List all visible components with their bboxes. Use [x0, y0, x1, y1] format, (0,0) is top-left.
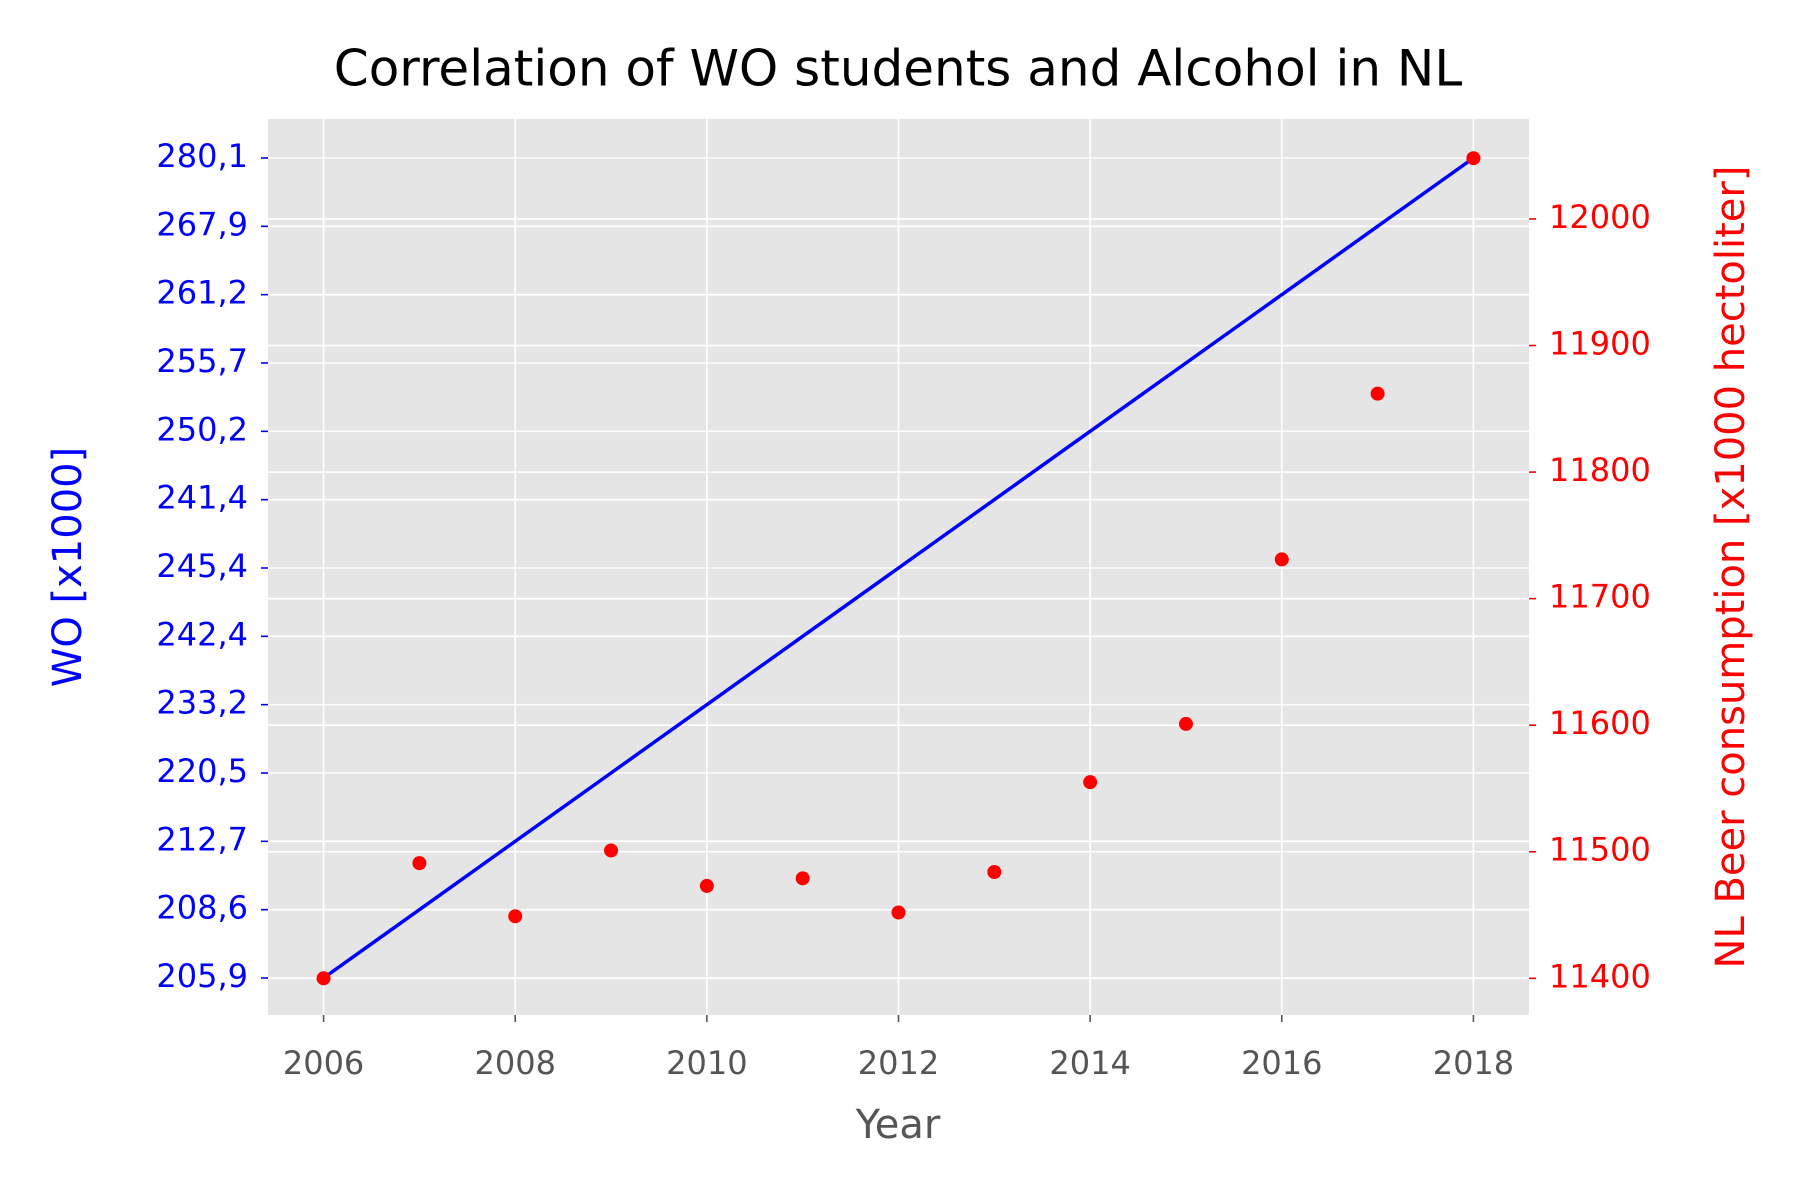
- data-point: [1370, 386, 1385, 401]
- data-point: [1178, 716, 1193, 731]
- y2-tick-label: 11600: [1549, 704, 1651, 742]
- y-tick-label: 241,4: [156, 479, 248, 517]
- y-tick-label: 280,1: [156, 137, 248, 175]
- x-tick-label: 2010: [666, 1044, 747, 1082]
- data-point: [316, 971, 331, 986]
- data-point: [699, 878, 714, 893]
- x-tick-label: 2006: [283, 1044, 364, 1082]
- data-point: [1274, 552, 1289, 567]
- y2-tick-label: 11700: [1549, 578, 1651, 616]
- y-axis-label: WO [x1000]: [45, 447, 91, 687]
- y-tick-label: 233,2: [156, 684, 248, 722]
- data-point: [1083, 775, 1098, 790]
- y-tick-label: 212,7: [156, 820, 248, 858]
- y-tick-label: 208,6: [156, 889, 248, 927]
- y-tick-label: 242,4: [156, 615, 248, 653]
- x-tick-label: 2008: [474, 1044, 555, 1082]
- data-point: [987, 864, 1002, 879]
- y2-tick-label: 11800: [1549, 451, 1651, 489]
- x-axis-label: Year: [855, 1102, 941, 1148]
- data-point: [1466, 151, 1481, 166]
- y2-tick-label: 11900: [1549, 325, 1651, 363]
- y-tick-label: 245,4: [156, 547, 248, 585]
- y-tick-label: 255,7: [156, 342, 248, 380]
- x-tick-label: 2014: [1049, 1044, 1130, 1082]
- chart-title: Correlation of WO students and Alcohol i…: [334, 40, 1463, 98]
- y2-tick-label: 11400: [1549, 957, 1651, 995]
- x-tick-label: 2012: [858, 1044, 939, 1082]
- data-point: [795, 871, 810, 886]
- y-tick-label: 250,2: [156, 410, 248, 448]
- data-line: [322, 156, 1475, 980]
- y-tick-label: 220,5: [156, 752, 248, 790]
- y-tick-label: 261,2: [156, 274, 248, 312]
- y2-axis-label: NL Beer consumption [x1000 hectoliter]: [1708, 166, 1754, 969]
- data-point: [412, 856, 427, 871]
- x-tick-label: 2018: [1433, 1044, 1514, 1082]
- data-point: [508, 909, 523, 924]
- y2-tick-label: 12000: [1549, 198, 1651, 236]
- y-tick-label: 205,9: [156, 957, 248, 995]
- data-point: [891, 905, 906, 920]
- y-tick-label: 267,9: [156, 205, 248, 243]
- y2-tick-label: 11500: [1549, 831, 1651, 869]
- data-point: [604, 843, 619, 858]
- x-tick-label: 2016: [1241, 1044, 1322, 1082]
